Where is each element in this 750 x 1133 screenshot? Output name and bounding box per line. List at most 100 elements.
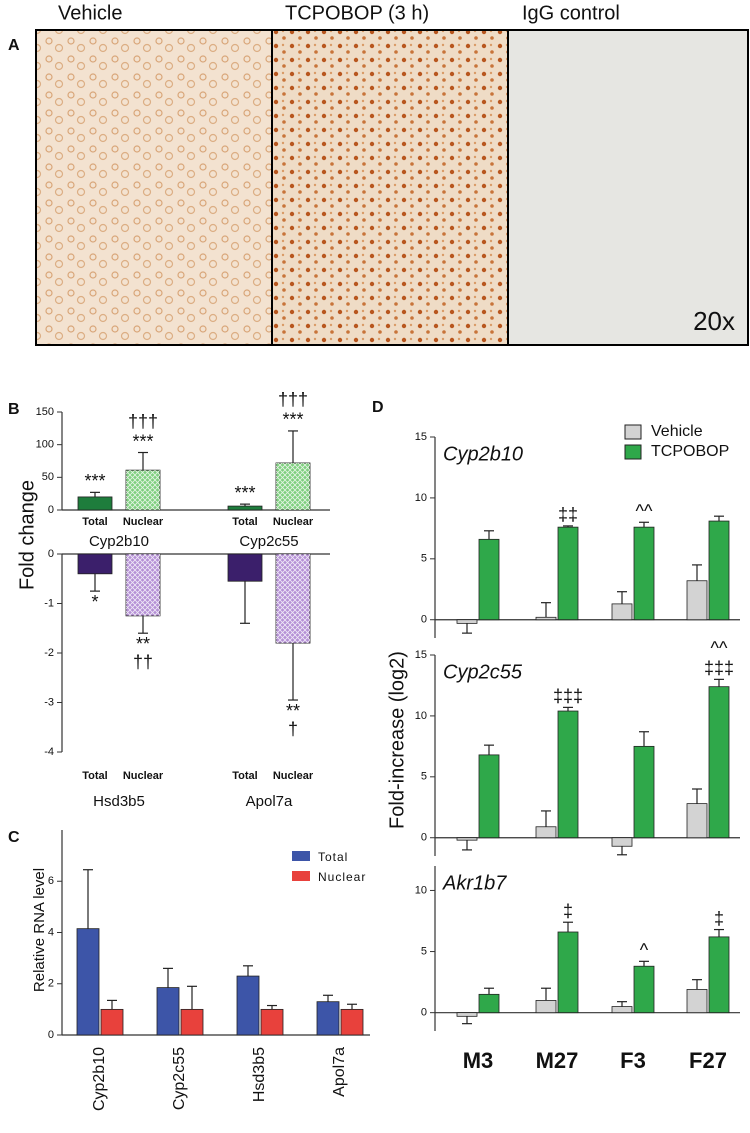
panel-label: D xyxy=(372,399,384,416)
legend-swatch xyxy=(292,871,310,881)
bar xyxy=(316,1001,340,1036)
x-tick-label: Nuclear xyxy=(273,516,314,528)
bar xyxy=(708,936,730,1014)
legend-label: Vehicle xyxy=(651,423,703,440)
significance: * xyxy=(91,592,98,612)
image-vehicle xyxy=(35,29,273,346)
x-tick-label: Cyp2b10 xyxy=(91,1047,108,1111)
y-tick-label: -2 xyxy=(44,647,54,659)
x-tick-label: Total xyxy=(232,516,257,528)
y-tick-label: 5 xyxy=(421,553,427,565)
significance: ‡ xyxy=(563,901,573,921)
y-tick-label: 0 xyxy=(421,832,427,844)
magnification: 20x xyxy=(693,306,735,336)
significance: ‡ xyxy=(714,908,724,928)
y-tick-label: 0 xyxy=(421,614,427,626)
bar xyxy=(100,1008,124,1036)
significance: *** xyxy=(282,410,303,430)
bar xyxy=(456,619,478,624)
y-tick-label: 0 xyxy=(48,504,54,516)
y-tick-label: 15 xyxy=(415,431,427,443)
y-tick-label: 10 xyxy=(415,884,427,896)
significance: *** xyxy=(84,471,105,491)
significance: ^ xyxy=(640,940,649,960)
x-tick-label: M27 xyxy=(536,1048,579,1073)
significance: ††† xyxy=(278,390,308,410)
x-tick-label: F3 xyxy=(620,1048,646,1073)
image-tcpobop xyxy=(271,29,509,346)
significance: ** xyxy=(286,701,300,721)
legend-swatch xyxy=(624,424,642,440)
chart-title: Akr1b7 xyxy=(442,872,507,894)
bar-hatch xyxy=(126,554,160,616)
y-tick-label: 5 xyxy=(421,945,427,957)
bar xyxy=(77,553,113,575)
group-label: Hsd3b5 xyxy=(93,793,145,810)
group-label: Apol7a xyxy=(246,793,293,810)
significance: *** xyxy=(234,483,255,503)
y-tick-label: 0 xyxy=(48,548,54,560)
bar xyxy=(708,520,730,621)
y-tick-label: 6 xyxy=(48,875,54,887)
y-tick-label: -1 xyxy=(44,597,54,609)
y-axis-label: Relative RNA level xyxy=(31,868,48,992)
x-tick-label: Total xyxy=(82,516,107,528)
x-tick-label: Nuclear xyxy=(123,770,164,782)
image-label: Vehicle xyxy=(58,2,123,24)
bar xyxy=(236,975,260,1036)
y-tick-label: 10 xyxy=(415,710,427,722)
y-tick-label: 50 xyxy=(42,471,54,483)
y-tick-label: 150 xyxy=(36,406,54,418)
bar xyxy=(611,1006,633,1014)
y-axis-label: Fold-increase (log2) xyxy=(386,651,408,829)
legend-swatch xyxy=(624,444,642,460)
significance: *** xyxy=(132,431,153,451)
bar xyxy=(535,826,557,839)
y-tick-label: -4 xyxy=(44,746,54,758)
significance: ^^ xyxy=(636,501,653,521)
y-tick-label: 4 xyxy=(48,926,54,938)
y-tick-label: 100 xyxy=(36,439,54,451)
significance: ** xyxy=(136,634,150,654)
bar xyxy=(686,803,708,839)
bar xyxy=(557,931,579,1014)
bar xyxy=(156,987,180,1036)
image-label: IgG control xyxy=(522,2,620,24)
group-label: Cyp2c55 xyxy=(239,533,298,550)
bar xyxy=(478,538,500,621)
x-tick-label: Hsd3b5 xyxy=(251,1047,268,1102)
bar xyxy=(686,580,708,621)
bar xyxy=(557,710,579,839)
significance: ‡‡‡ xyxy=(553,686,583,706)
significance: † xyxy=(288,719,298,739)
significance: ‡‡‡ xyxy=(704,658,734,678)
bar xyxy=(76,928,100,1036)
chart-title: Cyp2b10 xyxy=(443,443,523,465)
image-igg xyxy=(507,29,749,346)
legend-label: Nuclear xyxy=(318,870,366,884)
x-tick-label: Total xyxy=(232,770,257,782)
bar xyxy=(633,526,655,621)
y-tick-label: 0 xyxy=(421,1007,427,1019)
x-tick-label: Cyp2c55 xyxy=(171,1047,188,1110)
legend-swatch xyxy=(292,851,310,861)
x-tick-label: Total xyxy=(82,770,107,782)
bar-hatch xyxy=(126,470,160,510)
bar xyxy=(708,686,730,839)
bar xyxy=(611,837,633,847)
bar xyxy=(456,1012,478,1017)
y-tick-label: 5 xyxy=(421,771,427,783)
x-tick-label: Apol7a xyxy=(331,1047,348,1097)
panel-label: C xyxy=(8,829,20,846)
bar xyxy=(535,1000,557,1014)
y-tick-label: 15 xyxy=(415,649,427,661)
x-tick-label: Nuclear xyxy=(123,516,164,528)
group-label: Cyp2b10 xyxy=(89,533,149,550)
bar xyxy=(478,993,500,1014)
bar xyxy=(340,1008,364,1036)
y-axis-label: Fold change xyxy=(16,480,38,590)
y-tick-label: 10 xyxy=(415,492,427,504)
bar xyxy=(227,553,263,582)
significance: ^^ xyxy=(711,638,728,658)
